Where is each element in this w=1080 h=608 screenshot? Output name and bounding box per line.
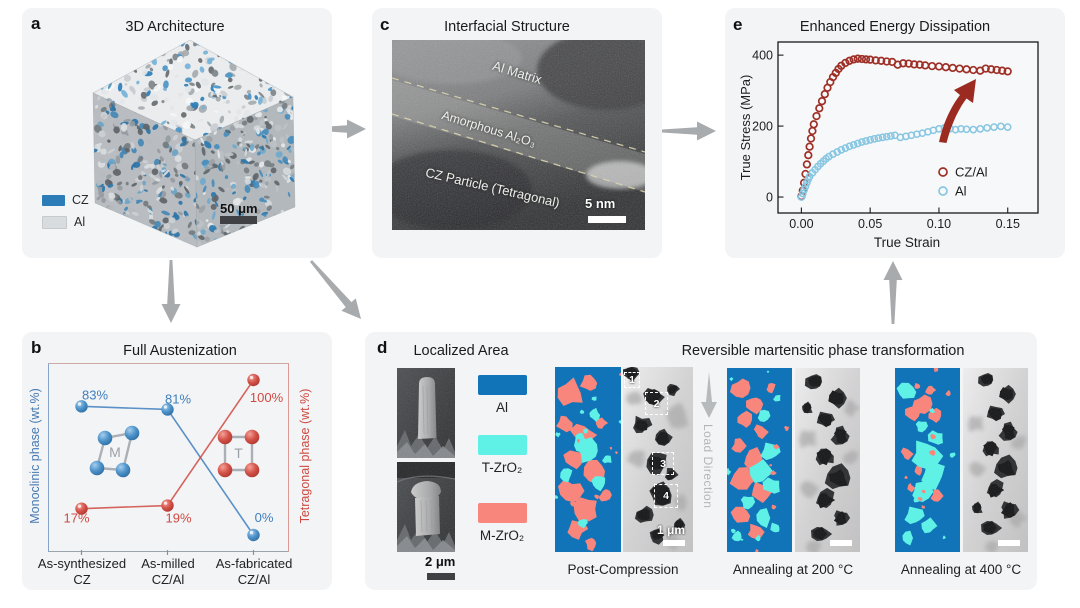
legend-item-cz: CZ <box>42 193 89 207</box>
tem-1um-label: 1 μm <box>657 523 686 537</box>
y-tick-label: 200 <box>752 120 773 134</box>
m-zro2-swatch <box>478 503 527 523</box>
phase-map-200c <box>727 368 792 552</box>
region-box-1: 1 <box>624 372 640 388</box>
scale-bar <box>220 216 257 224</box>
data-point <box>247 528 260 542</box>
x-category-1: As-synthesized CZ <box>37 556 127 587</box>
svg-text:T: T <box>234 445 243 461</box>
x-tick-label: 0.05 <box>858 217 882 231</box>
x-tick-label: 0.00 <box>789 217 813 231</box>
arrow-c-to-e-icon <box>660 121 716 141</box>
y-tick-label: 0 <box>766 191 773 205</box>
tem-400c-image <box>963 368 1028 552</box>
al-phase-label: Al <box>495 400 508 415</box>
panel-d: d Localized Area Reversible martensitic … <box>365 332 1037 590</box>
left-y-axis-label: Monoclinic phase (wt.%) <box>28 388 42 524</box>
x-category-3: As-fabricated CZ/Al <box>215 556 293 587</box>
tem-post-compression-image <box>623 367 693 552</box>
caption-annealing-200: Annealing at 200 °C <box>732 562 854 577</box>
point-label: 19% <box>165 511 191 526</box>
t-zro2-swatch <box>478 435 527 455</box>
panel-d-title-left: Localized Area <box>413 343 509 359</box>
y-tick-label: 400 <box>752 49 773 63</box>
arrow-a-to-c-icon <box>312 119 366 139</box>
arrow-a-to-d-icon <box>309 260 361 319</box>
panel-a-title: 3D Architecture <box>125 19 225 35</box>
panel-e-title: Enhanced Energy Dissipation <box>799 19 991 35</box>
point-label: 17% <box>63 511 89 526</box>
region-box-2: 2 <box>645 392 668 415</box>
phase-fraction-plot-frame <box>48 363 289 552</box>
arrow-d-to-e-icon <box>883 261 903 324</box>
load-direction-label: Load Direction <box>701 424 715 509</box>
scale-bar-label: 50 μm <box>220 201 258 216</box>
hrtem-image: Al Matrix Amorphous Al₂O₃ CZ Particle (T… <box>392 40 645 230</box>
panel-c: c Interfacial Structure Al Matrix Amorph… <box>372 8 662 258</box>
al-color-swatch <box>42 215 67 229</box>
panel-c-letter: c <box>380 15 390 34</box>
tem-200c-image <box>795 368 860 552</box>
panel-e: e Enhanced Energy Dissipation True Stres… <box>725 8 1065 258</box>
t-zro2-label: T-ZrO₂ <box>481 460 523 475</box>
legend-label-CZ/Al: CZ/Al <box>955 165 988 180</box>
panel-e-letter: e <box>733 15 743 34</box>
cz-color-swatch <box>42 194 65 206</box>
x-tick-label: 0.15 <box>996 217 1020 231</box>
sem-micropillar-after <box>397 462 455 552</box>
phase-map-400c <box>895 368 960 552</box>
panel-c-title: Interfacial Structure <box>444 19 570 35</box>
arrow-a-to-b-icon <box>161 260 181 323</box>
x-tick-label: 0.10 <box>927 217 951 231</box>
phase-map-post-compression <box>555 367 621 552</box>
panel-d-title-right: Reversible martensitic phase transformat… <box>681 343 965 359</box>
legend-label-Al: Al <box>955 184 967 199</box>
phase-fraction-chart: M T 83% 81% 0% 17% 19% 100% <box>63 373 284 555</box>
legend-item-al: Al <box>42 215 85 229</box>
sem-micropillar-before <box>397 368 455 458</box>
point-label: 0% <box>255 510 274 525</box>
panel-b-title: Full Austenization <box>123 343 237 359</box>
point-label: 100% <box>250 390 284 405</box>
x-axis-label: True Strain <box>874 235 940 250</box>
al-phase-swatch <box>478 375 527 395</box>
m-zro2-label: M-ZrO₂ <box>479 528 525 543</box>
tem-post-compression: 1 2 3 4 1 μm <box>623 367 693 552</box>
tem-scale-label: 5 nm <box>585 196 616 211</box>
hrtem-background <box>392 40 645 230</box>
stress-strain-chart: 0.00 0.05 0.10 0.15 0 200 400 True Strain CZ/Al A… <box>752 41 1039 250</box>
sem-scale-label: 2 μm <box>425 554 456 569</box>
caption-annealing-400: Annealing at 400 °C <box>900 562 1022 577</box>
point-label: 81% <box>165 391 191 406</box>
region-box-3: 3 <box>652 452 674 475</box>
right-y-axis-label: Tetragonal phase (wt.%) <box>298 388 312 524</box>
panel-b: b Full Austenization Monoclinic phase (w… <box>22 332 332 590</box>
x-category-2: As-milled CZ/Al <box>141 556 195 587</box>
caption-post-compression: Post-Compression <box>567 562 679 577</box>
sem-scale-bar <box>427 573 455 580</box>
load-direction-arrow-icon <box>701 372 717 418</box>
data-point <box>247 373 260 387</box>
al-label: Al <box>74 215 86 229</box>
tem-scale-bar <box>588 216 626 223</box>
svg-text:M: M <box>109 444 121 460</box>
panel-a-letter: a <box>31 14 41 33</box>
panel-a: a 3D Architecture CZ Al 50 μm <box>22 8 332 258</box>
panel-b-letter: b <box>31 338 42 357</box>
point-label: 83% <box>82 387 108 402</box>
enhancement-arrow-icon <box>939 79 976 143</box>
region-box-4: 4 <box>654 484 678 508</box>
series-Al <box>797 122 1012 201</box>
panel-d-letter: d <box>377 338 388 357</box>
cz-label: CZ <box>72 193 89 207</box>
3d-architecture-render <box>92 39 296 248</box>
